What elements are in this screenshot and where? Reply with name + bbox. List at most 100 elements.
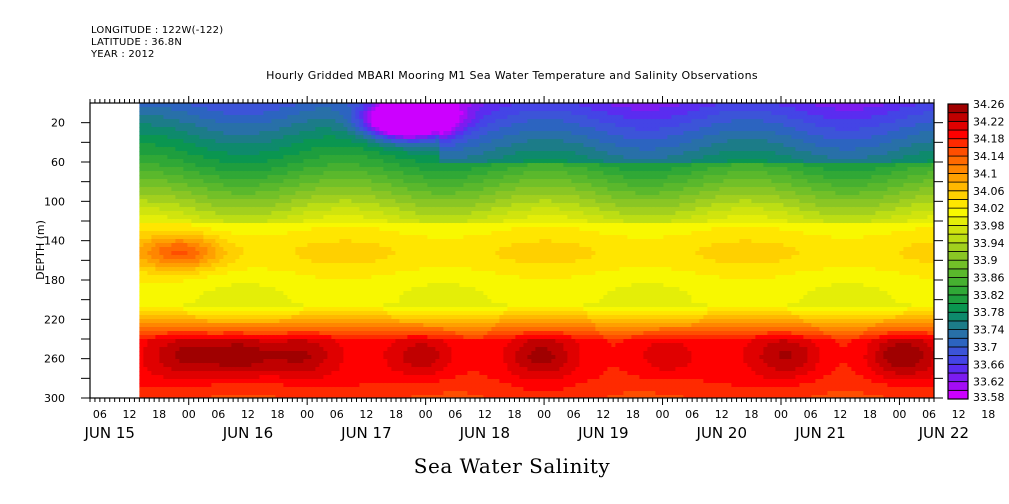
salinity-cell [179,351,184,356]
salinity-cell [159,223,164,228]
salinity-cell [275,339,280,344]
salinity-cell [391,119,396,124]
salinity-cell [223,379,228,384]
salinity-cell [399,159,404,164]
salinity-cell [315,291,320,296]
salinity-cell [171,151,176,156]
salinity-cell [343,227,348,232]
salinity-cell [239,383,244,388]
salinity-cell [343,395,348,398]
salinity-cell [371,367,376,372]
salinity-cell [251,159,256,164]
salinity-cell [347,279,352,284]
salinity-cell [319,395,324,398]
salinity-cell [391,147,396,152]
salinity-cell [199,175,204,180]
salinity-cell [243,127,248,132]
salinity-cell [187,355,192,360]
salinity-cell [251,311,256,316]
salinity-cell [283,103,288,108]
salinity-cell [207,103,212,108]
salinity-cell [271,379,276,384]
salinity-cell [235,339,240,344]
salinity-cell [191,267,196,272]
salinity-cell [331,391,336,396]
salinity-cell [379,211,384,216]
salinity-cell [383,275,388,280]
salinity-cell [235,307,240,312]
salinity-cell [275,103,280,108]
salinity-cell [159,331,164,336]
salinity-cell [175,347,180,352]
salinity-cell [287,151,292,156]
salinity-cell [215,219,220,224]
salinity-cell [299,363,304,368]
salinity-cell [343,203,348,208]
salinity-cell [323,155,328,160]
salinity-cell [355,271,360,276]
salinity-cell [339,191,344,196]
salinity-cell [339,127,344,132]
salinity-cell [295,111,300,116]
salinity-cell [339,375,344,380]
salinity-cell [199,335,204,340]
salinity-cell [191,107,196,112]
salinity-cell [223,111,228,116]
salinity-cell [179,323,184,328]
salinity-cell [279,303,284,308]
salinity-cell [171,243,176,248]
salinity-cell [375,119,380,124]
salinity-cell [299,163,304,168]
salinity-cell [227,271,232,276]
salinity-cell [203,379,208,384]
salinity-cell [359,347,364,352]
salinity-cell [171,287,176,292]
salinity-cell [155,115,160,120]
salinity-cell [195,207,200,212]
salinity-cell [155,315,160,320]
salinity-cell [383,195,388,200]
salinity-cell [291,291,296,296]
salinity-cell [259,271,264,276]
salinity-cell [399,147,404,152]
salinity-cell [299,335,304,340]
salinity-cell [139,183,144,188]
salinity-cell [247,287,252,292]
salinity-cell [207,383,212,388]
salinity-cell [195,351,200,356]
salinity-cell [319,147,324,152]
salinity-cell [195,295,200,300]
salinity-cell [283,179,288,184]
salinity-cell [323,327,328,332]
salinity-cell [231,191,236,196]
salinity-cell [339,359,344,364]
salinity-cell [339,159,344,164]
salinity-cell [383,383,388,388]
salinity-cell [239,187,244,192]
salinity-cell [307,351,312,356]
salinity-cell [235,235,240,240]
salinity-cell [155,267,160,272]
salinity-cell [307,323,312,328]
salinity-cell [167,343,172,348]
salinity-cell [275,219,280,224]
salinity-cell [375,303,380,308]
salinity-cell [299,235,304,240]
salinity-cell [347,159,352,164]
salinity-cell [267,379,272,384]
salinity-cell [315,147,320,152]
salinity-cell [355,203,360,208]
salinity-cell [167,275,172,280]
salinity-cell [275,143,280,148]
salinity-cell [259,287,264,292]
salinity-cell [203,391,208,396]
salinity-cell [359,351,364,356]
salinity-cell [355,119,360,124]
salinity-cell [347,107,352,112]
salinity-cell [343,187,348,192]
salinity-cell [267,359,272,364]
salinity-cell [187,135,192,140]
salinity-cell [239,391,244,396]
salinity-cell [191,131,196,136]
salinity-cell [235,167,240,172]
